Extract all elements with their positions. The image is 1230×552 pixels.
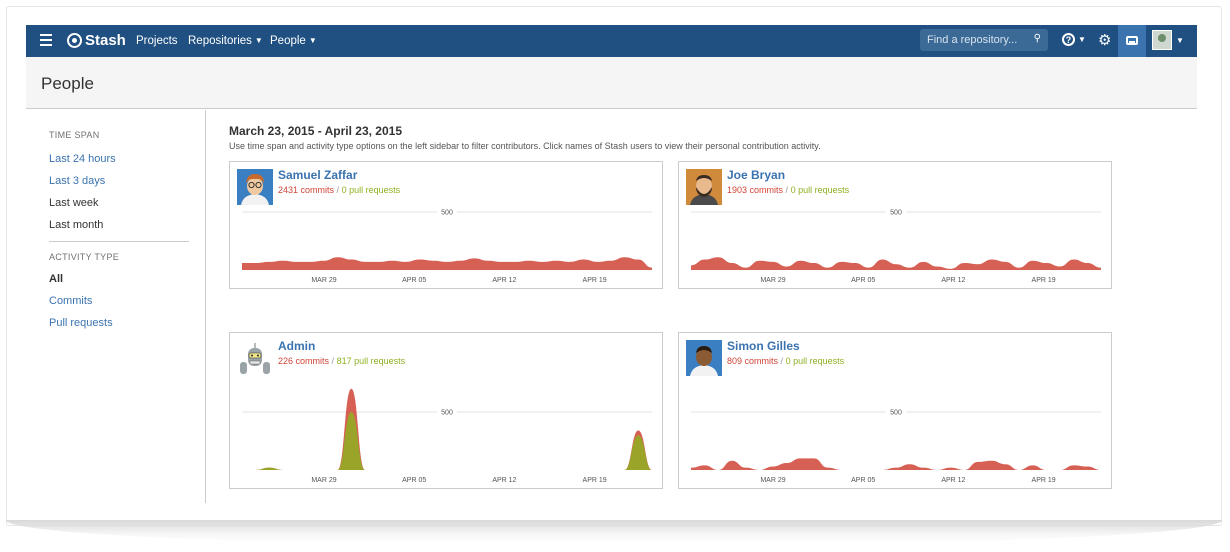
- activity-commits[interactable]: Commits: [49, 295, 93, 307]
- window-shadow: [6, 520, 1222, 544]
- commits-count[interactable]: 1903 commits: [727, 185, 784, 195]
- stash-logo-icon: [67, 33, 82, 48]
- x-tick-label: APR 05: [402, 277, 426, 284]
- contributor-card: Simon Gilles 809 commits / 0 pull reques…: [678, 332, 1112, 489]
- x-tick-label: APR 05: [851, 477, 875, 484]
- stats-separator: /: [780, 356, 784, 366]
- contributor-stats: 809 commits / 0 pull requests: [727, 356, 844, 366]
- avatar[interactable]: [1152, 30, 1172, 50]
- contributor-name[interactable]: Simon Gilles: [727, 339, 800, 353]
- app-frame: Stash Projects Repositories ▼ People ▼ Fin…: [26, 25, 1197, 503]
- contributor-card: Joe Bryan 1903 commits / 0 pull requests…: [678, 161, 1112, 289]
- inbox-button[interactable]: [1118, 25, 1146, 57]
- contributor-name[interactable]: Samuel Zaffar: [278, 168, 358, 182]
- activity-chart: 500 MAR 29 APR 05 APR 12 APR 19: [242, 388, 652, 484]
- inbox-icon: [1126, 36, 1138, 45]
- contributor-stats: 226 commits / 817 pull requests: [278, 356, 405, 366]
- x-tick-label: MAR 29: [311, 277, 336, 284]
- x-tick-label: MAR 29: [760, 277, 785, 284]
- gridline-label: 500: [890, 410, 902, 417]
- pull-requests-count[interactable]: 0 pull requests: [341, 185, 401, 195]
- contributor-name[interactable]: Admin: [278, 339, 316, 353]
- x-tick-label: APR 19: [583, 277, 607, 284]
- pull-requests-count[interactable]: 817 pull requests: [336, 356, 406, 366]
- series-area-commits: [242, 257, 652, 270]
- gridline-label: 500: [890, 210, 902, 217]
- x-tick-label: MAR 29: [311, 477, 336, 484]
- timespan-last-month[interactable]: Last month: [49, 219, 104, 231]
- nav-projects[interactable]: Projects: [136, 35, 178, 47]
- chevron-down-icon: ▼: [1078, 35, 1086, 44]
- contributor-stats: 2431 commits / 0 pull requests: [278, 185, 400, 195]
- stash-logo[interactable]: Stash: [67, 32, 126, 49]
- contributor-card: Admin 226 commits / 817 pull requests 50…: [229, 332, 663, 489]
- person-glasses-avatar[interactable]: [237, 169, 273, 205]
- page-title: People: [41, 74, 94, 93]
- x-tick-label: APR 12: [941, 477, 965, 484]
- x-tick-label: APR 19: [583, 477, 607, 484]
- timespan-last-week[interactable]: Last week: [49, 197, 99, 209]
- top-navigation-bar: Stash Projects Repositories ▼ People ▼ Fin…: [26, 25, 1197, 57]
- commits-count[interactable]: 226 commits: [278, 356, 330, 366]
- activity-pull-requests[interactable]: Pull requests: [49, 317, 113, 329]
- x-tick-label: APR 12: [492, 477, 516, 484]
- commits-count[interactable]: 2431 commits: [278, 185, 335, 195]
- series-area-commits: [242, 388, 652, 470]
- page-header: People: [26, 57, 1197, 109]
- gridline-label: 500: [441, 410, 453, 417]
- series-area-commits: [691, 458, 1101, 470]
- stats-separator: /: [785, 185, 789, 195]
- logo-text: Stash: [85, 32, 126, 49]
- robot-avatar[interactable]: [237, 340, 273, 376]
- activity-chart: 500 MAR 29 APR 05 APR 12 APR 19: [242, 207, 652, 284]
- nav-people[interactable]: People ▼: [270, 35, 317, 47]
- series-area-commits: [691, 257, 1101, 270]
- contributor-card: Samuel Zaffar 2431 commits / 0 pull requ…: [229, 161, 663, 289]
- help-icon: ?: [1062, 33, 1075, 46]
- pull-requests-count[interactable]: 0 pull requests: [790, 185, 850, 195]
- search-input[interactable]: Find a repository... ⚲: [920, 29, 1048, 51]
- search-placeholder: Find a repository...: [927, 34, 1018, 46]
- chevron-down-icon: ▼: [308, 36, 317, 45]
- x-tick-label: APR 19: [1032, 277, 1056, 284]
- nav-repositories-label: Repositories: [188, 35, 252, 47]
- activity-chart: 500 MAR 29 APR 05 APR 12 APR 19: [691, 207, 1101, 284]
- series-area-pull-requests: [242, 412, 652, 470]
- search-icon[interactable]: ⚲: [1033, 33, 1041, 44]
- stats-separator: /: [331, 356, 335, 366]
- x-tick-label: APR 05: [402, 477, 426, 484]
- instructions-text: Use time span and activity type options …: [229, 141, 821, 151]
- x-tick-label: MAR 29: [760, 477, 785, 484]
- nav-repositories[interactable]: Repositories ▼: [188, 35, 263, 47]
- person-beard-avatar[interactable]: [686, 169, 722, 205]
- activity-all[interactable]: All: [49, 273, 64, 285]
- contributor-stats: 1903 commits / 0 pull requests: [727, 185, 849, 195]
- gear-icon[interactable]: ⚙: [1098, 32, 1112, 49]
- activity-chart: 500 MAR 29 APR 05 APR 12 APR 19: [691, 407, 1101, 484]
- filter-sidebar: TIME SPAN Last 24 hours Last 3 days Last…: [26, 110, 206, 503]
- pull-requests-count[interactable]: 0 pull requests: [785, 356, 845, 366]
- x-tick-label: APR 19: [1032, 477, 1056, 484]
- stats-separator: /: [336, 185, 340, 195]
- x-tick-label: APR 12: [492, 277, 516, 284]
- timespan-last-3-days[interactable]: Last 3 days: [49, 175, 106, 187]
- chevron-down-icon: ▼: [254, 36, 263, 45]
- activity-heading: ACTIVITY TYPE: [49, 252, 120, 262]
- timespan-heading: TIME SPAN: [49, 130, 100, 140]
- date-range-heading: March 23, 2015 - April 23, 2015: [229, 124, 402, 138]
- commits-count[interactable]: 809 commits: [727, 356, 779, 366]
- x-tick-label: APR 12: [941, 277, 965, 284]
- sidebar-divider: [49, 241, 189, 242]
- chevron-down-icon[interactable]: ▼: [1176, 36, 1184, 45]
- help-menu[interactable]: ? ▼: [1062, 33, 1086, 46]
- contributor-name[interactable]: Joe Bryan: [727, 168, 786, 182]
- menu-icon[interactable]: [40, 34, 52, 46]
- x-tick-label: APR 05: [851, 277, 875, 284]
- timespan-last-24-hours[interactable]: Last 24 hours: [49, 153, 116, 165]
- gridline-label: 500: [441, 210, 453, 217]
- nav-people-label: People: [270, 35, 306, 47]
- person-dark-avatar[interactable]: [686, 340, 722, 376]
